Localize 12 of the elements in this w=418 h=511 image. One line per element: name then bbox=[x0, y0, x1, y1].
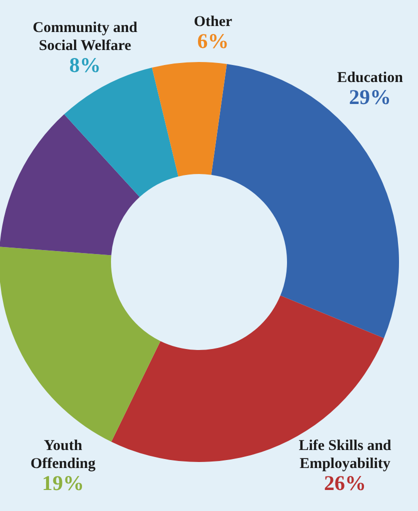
data-label: 19% bbox=[42, 471, 84, 495]
slice-label: Community and Social Welfare bbox=[32, 20, 138, 54]
data-label: 26% bbox=[324, 471, 366, 495]
data-label: 8% bbox=[69, 53, 101, 77]
data-label: 6% bbox=[197, 29, 229, 53]
donut-slice bbox=[152, 62, 227, 176]
slice-label: Youth Offending bbox=[30, 438, 96, 472]
slice-label: Education bbox=[337, 70, 404, 86]
slice-label: Life Skills and Employability bbox=[298, 438, 392, 472]
data-label: 29% bbox=[349, 85, 391, 109]
slice-label: Other bbox=[194, 14, 232, 30]
donut-slice bbox=[0, 114, 140, 256]
